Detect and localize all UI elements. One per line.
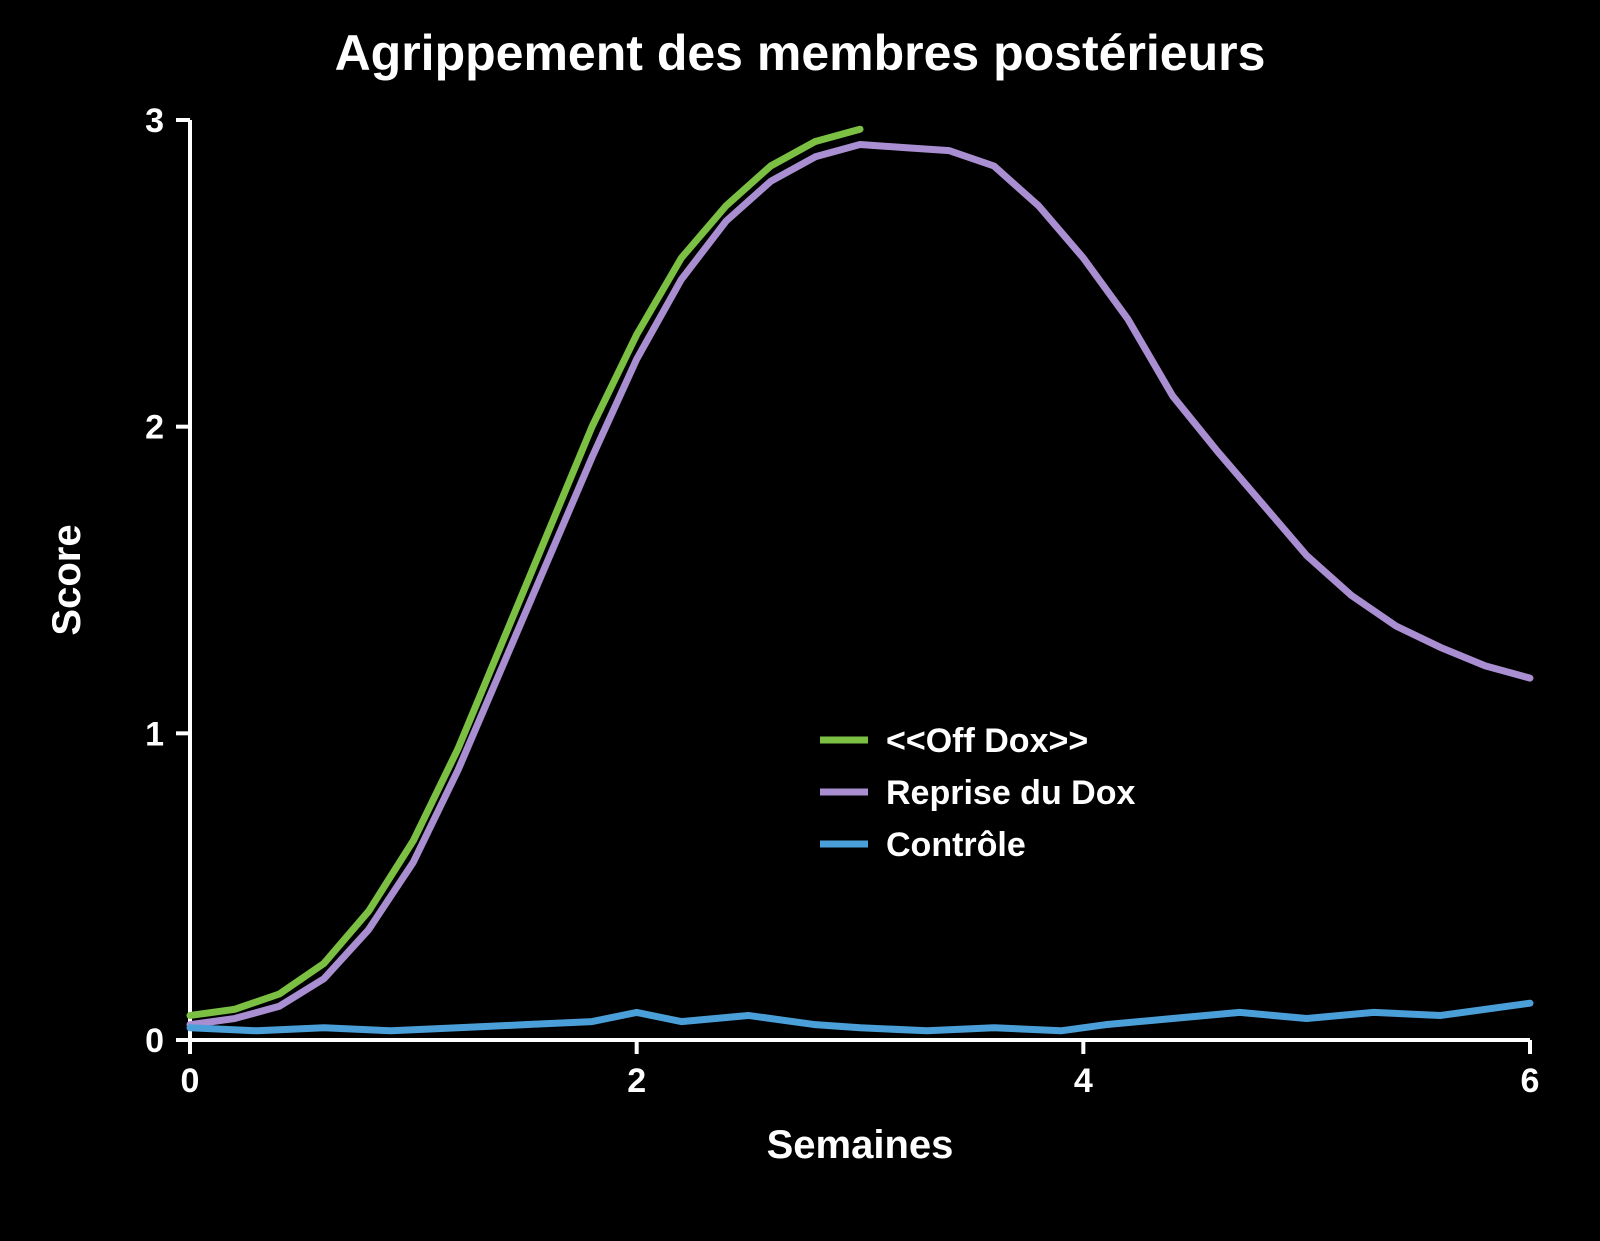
chart-title: Agrippement des membres postérieurs [335, 25, 1266, 81]
legend-swatch [820, 789, 868, 796]
legend-swatch [820, 737, 868, 744]
y-tick-label: 3 [145, 102, 164, 140]
legend-label: Contrôle [886, 826, 1026, 864]
x-tick-label: 0 [181, 1062, 200, 1100]
y-axis-label: Score [45, 524, 89, 635]
legend-swatch [820, 841, 868, 848]
x-tick-label: 2 [627, 1062, 646, 1100]
x-tick-label: 4 [1074, 1062, 1093, 1100]
y-tick-label: 2 [145, 409, 164, 447]
legend-label: <<Off Dox>> [886, 722, 1088, 760]
x-tick-label: 6 [1521, 1062, 1540, 1100]
legend-label: Reprise du Dox [886, 774, 1135, 812]
line-chart: Agrippement des membres postérieurs 0 1 2 3 0… [0, 0, 1600, 1241]
y-tick-label: 1 [145, 715, 164, 753]
x-axis-label: Semaines [767, 1123, 954, 1167]
y-tick-label: 0 [145, 1022, 164, 1060]
chart-container: Agrippement des membres postérieurs 0 1 2 3 0… [0, 0, 1600, 1241]
